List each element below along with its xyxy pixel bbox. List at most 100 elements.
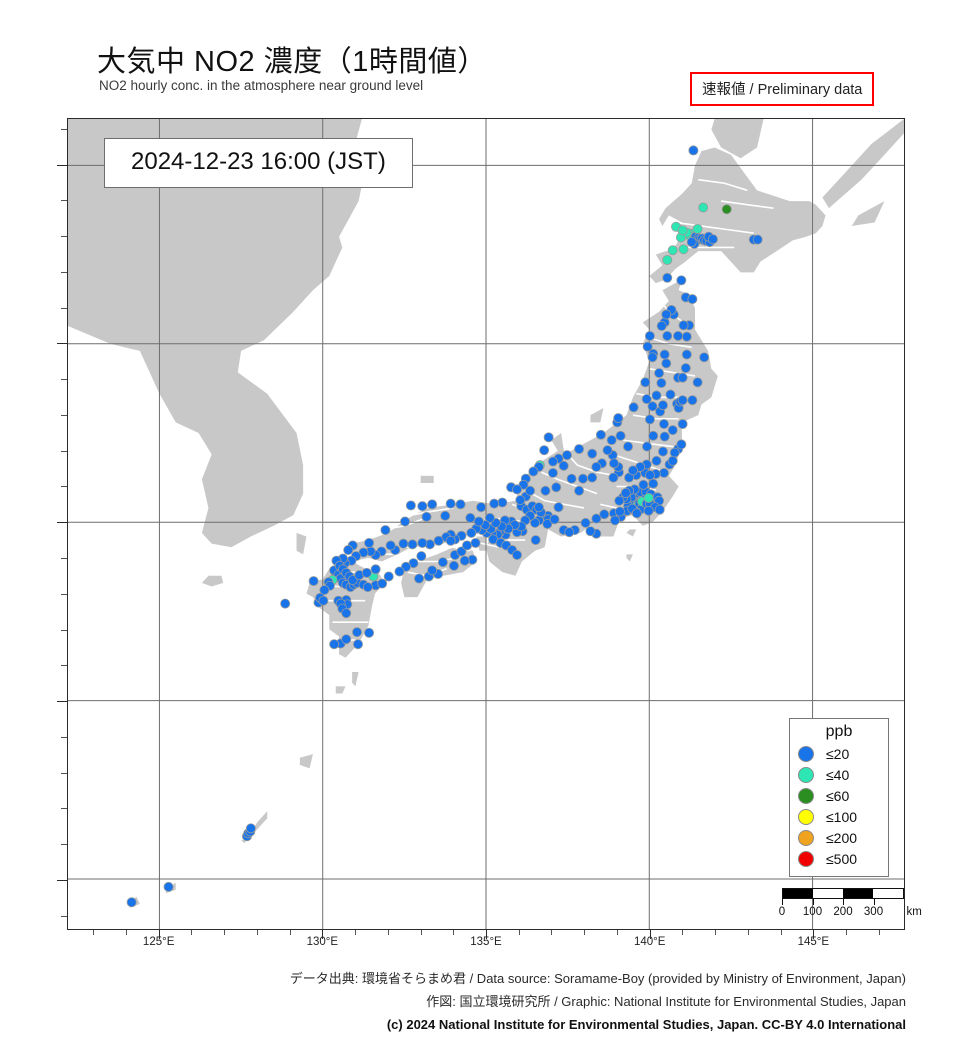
station-point[interactable] <box>657 400 668 411</box>
station-point[interactable] <box>659 431 670 442</box>
station-point[interactable] <box>385 540 396 551</box>
station-point[interactable] <box>564 527 575 538</box>
station-point[interactable] <box>644 470 655 481</box>
station-point[interactable] <box>343 545 354 556</box>
station-point[interactable] <box>644 414 655 425</box>
station-point[interactable] <box>654 368 665 379</box>
station-point[interactable] <box>661 358 672 369</box>
station-point[interactable] <box>341 608 352 619</box>
station-point[interactable] <box>574 485 585 496</box>
station-point[interactable] <box>577 473 588 484</box>
station-point[interactable] <box>642 441 653 452</box>
station-point[interactable] <box>462 540 473 551</box>
station-point[interactable] <box>662 272 673 283</box>
station-point[interactable] <box>383 571 394 582</box>
station-point[interactable] <box>398 538 409 549</box>
station-point[interactable] <box>641 394 652 405</box>
station-point[interactable] <box>595 429 606 440</box>
station-point[interactable] <box>699 352 710 363</box>
station-point[interactable] <box>614 495 625 506</box>
station-point[interactable] <box>529 517 540 528</box>
station-point[interactable] <box>445 535 456 546</box>
legend-item-100[interactable]: ≤100 <box>796 806 882 827</box>
station-point[interactable] <box>370 564 381 575</box>
station-point[interactable] <box>687 294 698 305</box>
station-point[interactable] <box>647 352 658 363</box>
station-point[interactable] <box>677 225 688 236</box>
station-point[interactable] <box>647 401 658 412</box>
station-point[interactable] <box>553 502 564 513</box>
station-point[interactable] <box>613 413 624 424</box>
station-point[interactable] <box>602 445 613 456</box>
station-point[interactable] <box>417 501 428 512</box>
station-point[interactable] <box>539 445 550 456</box>
station-point[interactable] <box>455 499 466 510</box>
station-point[interactable] <box>400 516 410 527</box>
station-point[interactable] <box>427 565 438 576</box>
station-point[interactable] <box>615 430 626 441</box>
station-point[interactable] <box>347 575 358 586</box>
station-point[interactable] <box>530 535 541 546</box>
station-point[interactable] <box>549 514 560 525</box>
station-point[interactable] <box>620 487 631 498</box>
station-point[interactable] <box>677 372 688 383</box>
station-point[interactable] <box>308 576 319 587</box>
station-point[interactable] <box>126 897 137 908</box>
station-point[interactable] <box>648 430 659 441</box>
station-point[interactable] <box>673 330 684 341</box>
station-point[interactable] <box>665 389 676 400</box>
station-point[interactable] <box>658 467 669 478</box>
station-point[interactable] <box>687 395 698 406</box>
station-point[interactable] <box>414 573 425 584</box>
station-point[interactable] <box>540 485 551 496</box>
station-point[interactable] <box>659 349 670 360</box>
station-point[interactable] <box>280 598 291 609</box>
station-point[interactable] <box>377 578 388 589</box>
station-point[interactable] <box>692 377 703 388</box>
legend-item-200[interactable]: ≤200 <box>796 827 882 848</box>
station-point[interactable] <box>591 513 602 524</box>
station-point[interactable] <box>405 500 416 511</box>
station-point[interactable] <box>512 550 523 561</box>
station-point[interactable] <box>642 341 653 352</box>
station-point[interactable] <box>752 234 763 245</box>
station-point[interactable] <box>651 455 662 466</box>
station-point[interactable] <box>427 499 438 510</box>
station-point[interactable] <box>421 511 432 522</box>
station-point[interactable] <box>465 512 476 523</box>
station-point[interactable] <box>680 363 691 374</box>
station-point[interactable] <box>562 450 572 461</box>
station-point[interactable] <box>643 492 654 503</box>
station-point[interactable] <box>551 482 562 493</box>
station-point[interactable] <box>677 419 688 430</box>
station-point[interactable] <box>609 458 619 469</box>
station-point[interactable] <box>678 320 689 331</box>
station-point[interactable] <box>319 585 330 596</box>
station-point[interactable] <box>542 519 553 529</box>
station-point[interactable] <box>329 639 340 650</box>
station-point[interactable] <box>587 448 598 459</box>
station-point[interactable] <box>677 395 688 406</box>
station-point[interactable] <box>459 555 470 566</box>
station-point[interactable] <box>362 582 373 593</box>
station-point[interactable] <box>407 539 418 550</box>
legend-item-500[interactable]: ≤500 <box>796 848 882 869</box>
station-point[interactable] <box>547 467 558 478</box>
station-point[interactable] <box>606 435 617 446</box>
station-point[interactable] <box>640 377 651 388</box>
station-point[interactable] <box>380 525 391 536</box>
legend-item-60[interactable]: ≤60 <box>796 785 882 806</box>
station-point[interactable] <box>364 537 375 548</box>
station-point[interactable] <box>163 881 174 892</box>
station-point[interactable] <box>698 202 709 213</box>
station-point[interactable] <box>515 495 526 506</box>
station-point[interactable] <box>416 551 427 562</box>
station-point[interactable] <box>658 419 669 430</box>
station-point[interactable] <box>608 472 619 483</box>
station-point[interactable] <box>643 505 654 516</box>
station-point[interactable] <box>628 402 639 413</box>
station-point[interactable] <box>466 527 477 538</box>
station-point[interactable] <box>543 432 554 443</box>
station-point[interactable] <box>512 484 523 495</box>
station-point[interactable] <box>394 566 405 577</box>
